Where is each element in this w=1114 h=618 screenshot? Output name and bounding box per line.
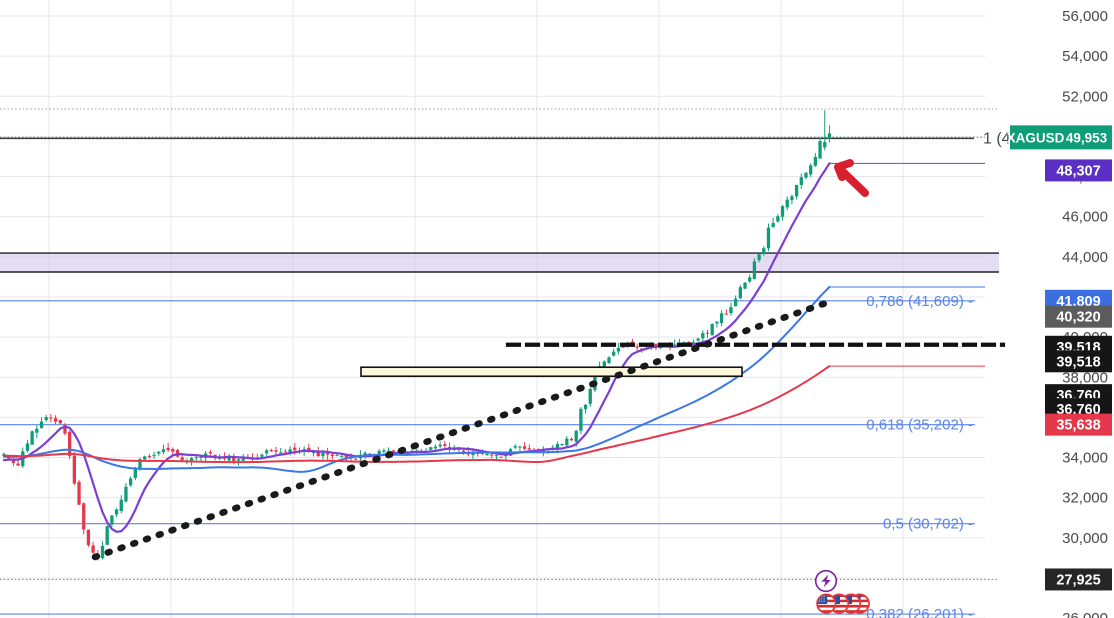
svg-text:26,000: 26,000 — [1062, 610, 1108, 618]
svg-text:0,382 (26,201) -: 0,382 (26,201) - — [866, 606, 973, 618]
svg-text:54,000: 54,000 — [1062, 48, 1108, 65]
svg-text:35,638: 35,638 — [1056, 418, 1100, 434]
svg-text:39,518: 39,518 — [1056, 354, 1100, 370]
svg-text:0,786 (41,609) -: 0,786 (41,609) - — [866, 293, 973, 310]
svg-text:27,925: 27,925 — [1056, 572, 1100, 588]
svg-text:34,000: 34,000 — [1062, 450, 1108, 467]
svg-text:44,000: 44,000 — [1062, 249, 1108, 266]
svg-text:40,320: 40,320 — [1056, 310, 1100, 326]
svg-text:32,000: 32,000 — [1062, 490, 1108, 507]
svg-text:46,000: 46,000 — [1062, 209, 1108, 226]
svg-text:XAGUSD: XAGUSD — [1007, 130, 1065, 145]
svg-text:56,000: 56,000 — [1062, 8, 1108, 25]
svg-text:0,5 (30,702) -: 0,5 (30,702) - — [883, 516, 973, 533]
svg-text:49,953: 49,953 — [1066, 130, 1108, 145]
svg-text:0,618 (35,202) -: 0,618 (35,202) - — [866, 417, 973, 434]
svg-text:48,307: 48,307 — [1056, 163, 1100, 179]
svg-text:52,000: 52,000 — [1062, 88, 1108, 105]
svg-text:30,000: 30,000 — [1062, 530, 1108, 547]
